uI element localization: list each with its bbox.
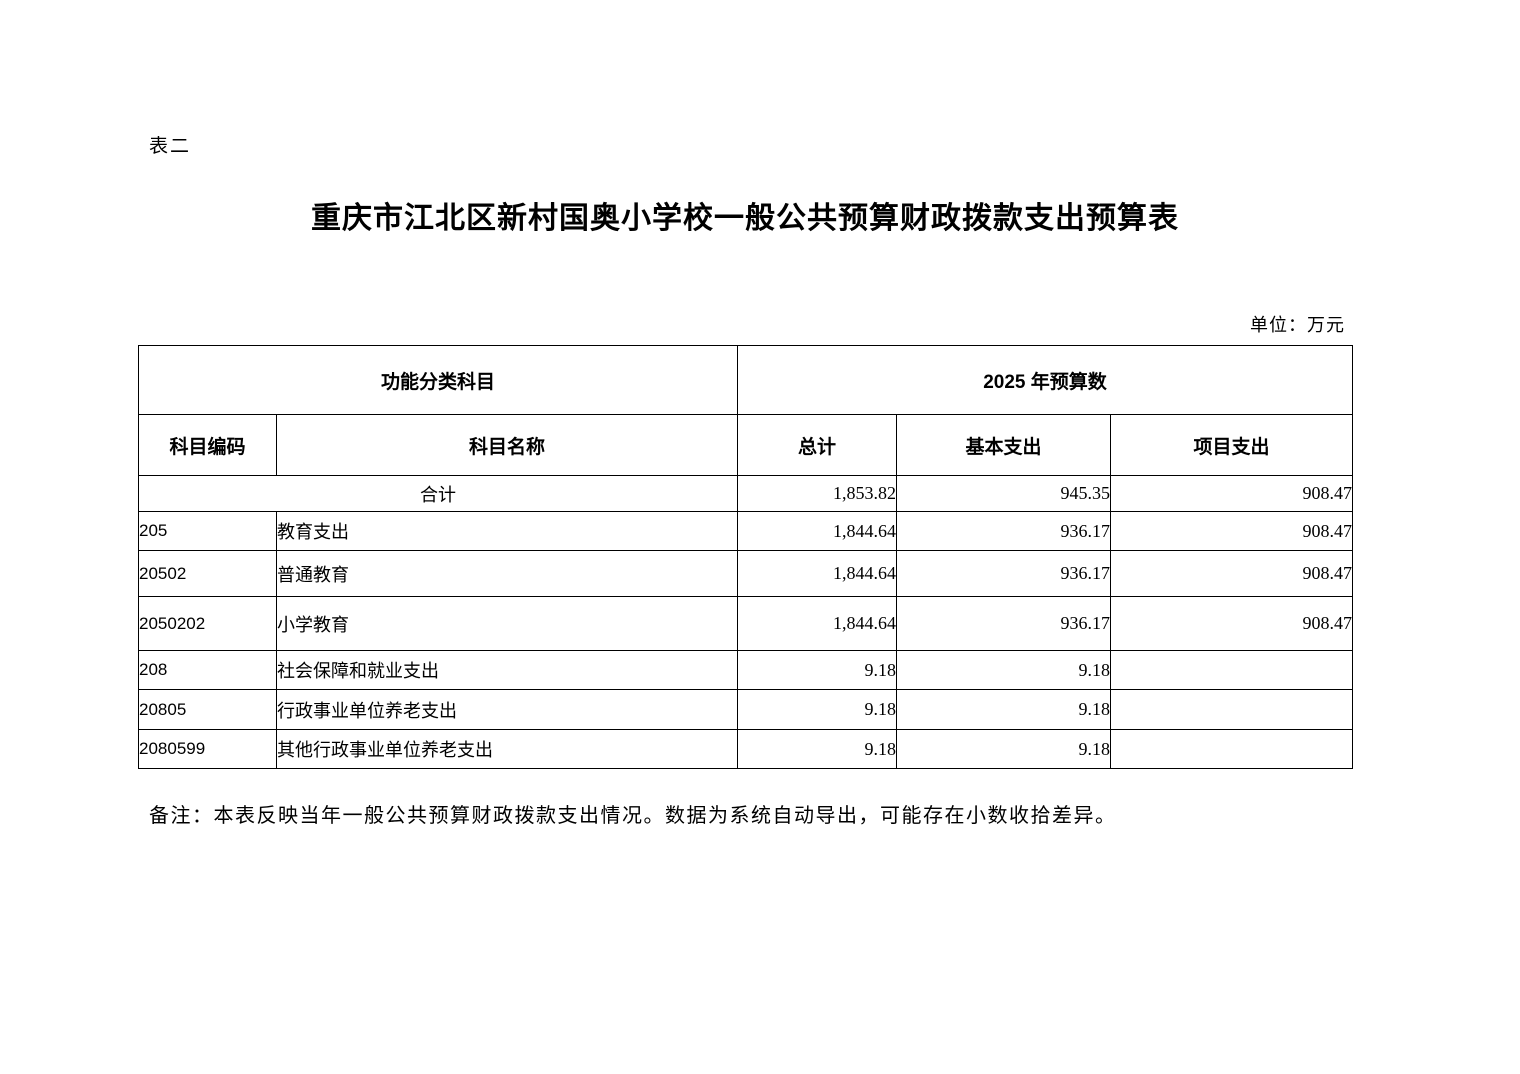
basic-value: 936.17 — [896, 596, 1112, 651]
header-functional-classification: 功能分类科目 — [137, 345, 739, 415]
footnote: 备注：本表反映当年一般公共预算财政拨款支出情况。数据为系统自动导出，可能存在小数… — [149, 803, 1117, 827]
table-row: 2080599 其他行政事业单位养老支出 9.18 9.18 — [138, 729, 1354, 769]
project-value — [1110, 729, 1354, 769]
table-row: 2050202 小学教育 1,844.64 936.17 908.47 — [138, 596, 1354, 651]
basic-value: 936.17 — [896, 511, 1112, 551]
basic-value: 945.35 — [896, 475, 1112, 512]
subject-code: 208 — [138, 650, 277, 690]
budget-table: 功能分类科目 2025 年预算数 科目编码 科目名称 总计 基本支出 项目支出 … — [137, 345, 1354, 769]
header-budget-2025: 2025 年预算数 — [737, 345, 1354, 415]
project-value: 908.47 — [1110, 475, 1354, 512]
basic-value: 9.18 — [896, 729, 1112, 769]
total-value: 9.18 — [737, 729, 898, 769]
grand-total-label: 合计 — [137, 475, 739, 512]
table-row: 205 教育支出 1,844.64 936.17 908.47 — [138, 511, 1354, 551]
subject-name: 小学教育 — [275, 596, 739, 651]
unit-note: 单位：万元 — [1250, 315, 1345, 336]
table-row-grand-total: 合计 1,853.82 945.35 908.47 — [137, 475, 1354, 512]
subject-name: 教育支出 — [275, 511, 739, 551]
subject-name: 其他行政事业单位养老支出 — [275, 729, 739, 769]
table-header-group-row: 功能分类科目 2025 年预算数 — [137, 345, 1354, 415]
project-value — [1110, 689, 1354, 730]
subject-name: 行政事业单位养老支出 — [275, 689, 739, 730]
table-row: 208 社会保障和就业支出 9.18 9.18 — [138, 650, 1354, 690]
total-value: 9.18 — [737, 689, 898, 730]
column-header-basic-expenditure: 基本支出 — [896, 414, 1112, 476]
subject-code: 205 — [138, 511, 277, 551]
total-value: 9.18 — [737, 650, 898, 690]
project-value: 908.47 — [1110, 550, 1354, 597]
column-header-subject-code: 科目编码 — [138, 414, 277, 476]
basic-value: 936.17 — [896, 550, 1112, 597]
total-value: 1,853.82 — [737, 475, 898, 512]
project-value: 908.47 — [1110, 596, 1354, 651]
subject-code: 20805 — [138, 689, 277, 730]
sheet-label: 表二 — [149, 135, 192, 157]
total-value: 1,844.64 — [737, 550, 898, 597]
column-header-subject-name: 科目名称 — [275, 414, 739, 476]
page-title: 重庆市江北区新村国奥小学校一般公共预算财政拨款支出预算表 — [311, 202, 1179, 235]
basic-value: 9.18 — [896, 650, 1112, 690]
project-value: 908.47 — [1110, 511, 1354, 551]
table-row: 20805 行政事业单位养老支出 9.18 9.18 — [138, 689, 1354, 730]
subject-code: 20502 — [138, 550, 277, 597]
total-value: 1,844.64 — [737, 596, 898, 651]
column-header-project-expenditure: 项目支出 — [1110, 414, 1354, 476]
table-row: 20502 普通教育 1,844.64 936.17 908.47 — [138, 550, 1354, 597]
subject-name: 社会保障和就业支出 — [275, 650, 739, 690]
subject-code: 2050202 — [138, 596, 277, 651]
subject-code: 2080599 — [138, 729, 277, 769]
column-header-total: 总计 — [737, 414, 898, 476]
total-value: 1,844.64 — [737, 511, 898, 551]
table-header-columns-row: 科目编码 科目名称 总计 基本支出 项目支出 — [138, 414, 1354, 476]
project-value — [1110, 650, 1354, 690]
subject-name: 普通教育 — [275, 550, 739, 597]
basic-value: 9.18 — [896, 689, 1112, 730]
